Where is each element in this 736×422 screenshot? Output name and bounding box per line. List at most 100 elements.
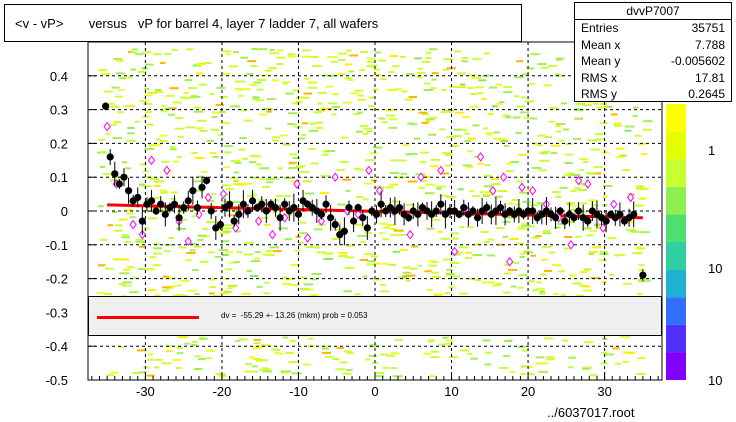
density-cell — [465, 257, 473, 260]
density-cell — [446, 135, 456, 138]
data-point — [124, 187, 133, 195]
density-cell — [468, 190, 475, 193]
density-cell — [143, 366, 150, 369]
density-cell — [137, 70, 147, 73]
data-point — [455, 210, 463, 218]
stats-name: dvvP7007 — [575, 3, 731, 20]
density-cell — [291, 180, 298, 183]
data-point — [584, 217, 592, 225]
density-cell — [458, 246, 468, 249]
density-cell — [484, 174, 492, 177]
density-cell — [150, 178, 159, 181]
density-cell — [211, 111, 220, 114]
density-cell — [436, 187, 442, 190]
data-point — [189, 187, 197, 195]
density-cell — [451, 237, 460, 240]
density-cell — [579, 158, 589, 161]
density-cell — [192, 269, 199, 272]
density-cell — [355, 130, 363, 133]
density-cell — [160, 61, 166, 64]
density-cell — [613, 254, 620, 257]
density-cell — [244, 370, 254, 373]
density-cell — [440, 237, 450, 240]
density-cell — [385, 186, 394, 189]
density-cell — [472, 57, 482, 60]
density-cell — [641, 153, 648, 156]
density-cell — [538, 370, 548, 373]
density-cell — [223, 230, 232, 233]
density-cell — [181, 335, 188, 338]
density-cell — [171, 49, 179, 51]
data-point — [483, 204, 491, 212]
density-cell — [260, 344, 271, 347]
data-point — [616, 210, 624, 218]
density-cell — [541, 258, 548, 261]
density-cell — [430, 350, 439, 353]
density-cell — [642, 128, 652, 131]
density-cell — [135, 240, 146, 243]
density-cell — [259, 167, 270, 170]
density-cell — [107, 102, 116, 105]
data-point — [405, 214, 413, 222]
density-cell — [375, 372, 385, 374]
density-cell — [263, 223, 271, 226]
density-cell — [379, 232, 385, 235]
profile-marker — [184, 236, 192, 247]
density-cell — [286, 278, 295, 281]
density-cell — [549, 106, 555, 109]
density-cell — [223, 166, 230, 169]
density-cell — [215, 103, 224, 106]
density-cell — [535, 235, 542, 238]
density-cell — [229, 177, 239, 180]
density-cell — [124, 241, 131, 244]
density-cell — [428, 260, 435, 263]
density-cell — [537, 202, 547, 205]
density-cell — [266, 97, 276, 100]
density-cell — [462, 164, 472, 167]
density-cell — [540, 273, 546, 276]
data-point — [414, 210, 422, 218]
density-cell — [578, 168, 584, 171]
density-cell — [309, 56, 319, 58]
density-cell — [540, 66, 549, 69]
density-cell — [342, 372, 352, 375]
density-cell — [529, 204, 539, 207]
profile-marker — [610, 199, 618, 210]
density-cell — [336, 347, 344, 349]
density-cell — [632, 115, 638, 118]
density-cell — [247, 195, 255, 198]
density-cell — [555, 123, 565, 125]
density-cell — [589, 374, 598, 377]
density-cell — [261, 74, 270, 77]
density-cell — [353, 113, 361, 116]
density-cell — [331, 113, 337, 116]
density-cell — [262, 367, 269, 370]
density-cell — [589, 172, 596, 175]
density-cell — [638, 269, 645, 272]
density-cell — [201, 171, 208, 173]
density-cell — [223, 227, 233, 230]
density-cell — [221, 200, 228, 203]
density-cell — [301, 122, 308, 125]
density-cell — [492, 284, 500, 287]
density-cell — [299, 171, 309, 174]
density-cell — [227, 286, 235, 288]
density-cell — [464, 132, 470, 135]
density-cell — [230, 160, 240, 163]
profile-markers — [103, 121, 635, 267]
density-cell — [444, 110, 452, 113]
stats-row-rms-y: RMS y 0.2645 — [575, 86, 731, 103]
density-cell — [338, 255, 347, 258]
density-cell — [634, 204, 645, 207]
data-point — [354, 204, 362, 212]
density-cell — [365, 358, 371, 361]
data-point — [276, 214, 284, 222]
density-cell — [196, 189, 205, 192]
density-cell — [160, 191, 169, 194]
density-cell — [370, 255, 379, 258]
density-cell — [529, 280, 535, 283]
density-cell — [464, 140, 472, 143]
density-cell — [445, 273, 455, 275]
density-cell — [316, 251, 326, 254]
density-cell — [180, 279, 190, 282]
